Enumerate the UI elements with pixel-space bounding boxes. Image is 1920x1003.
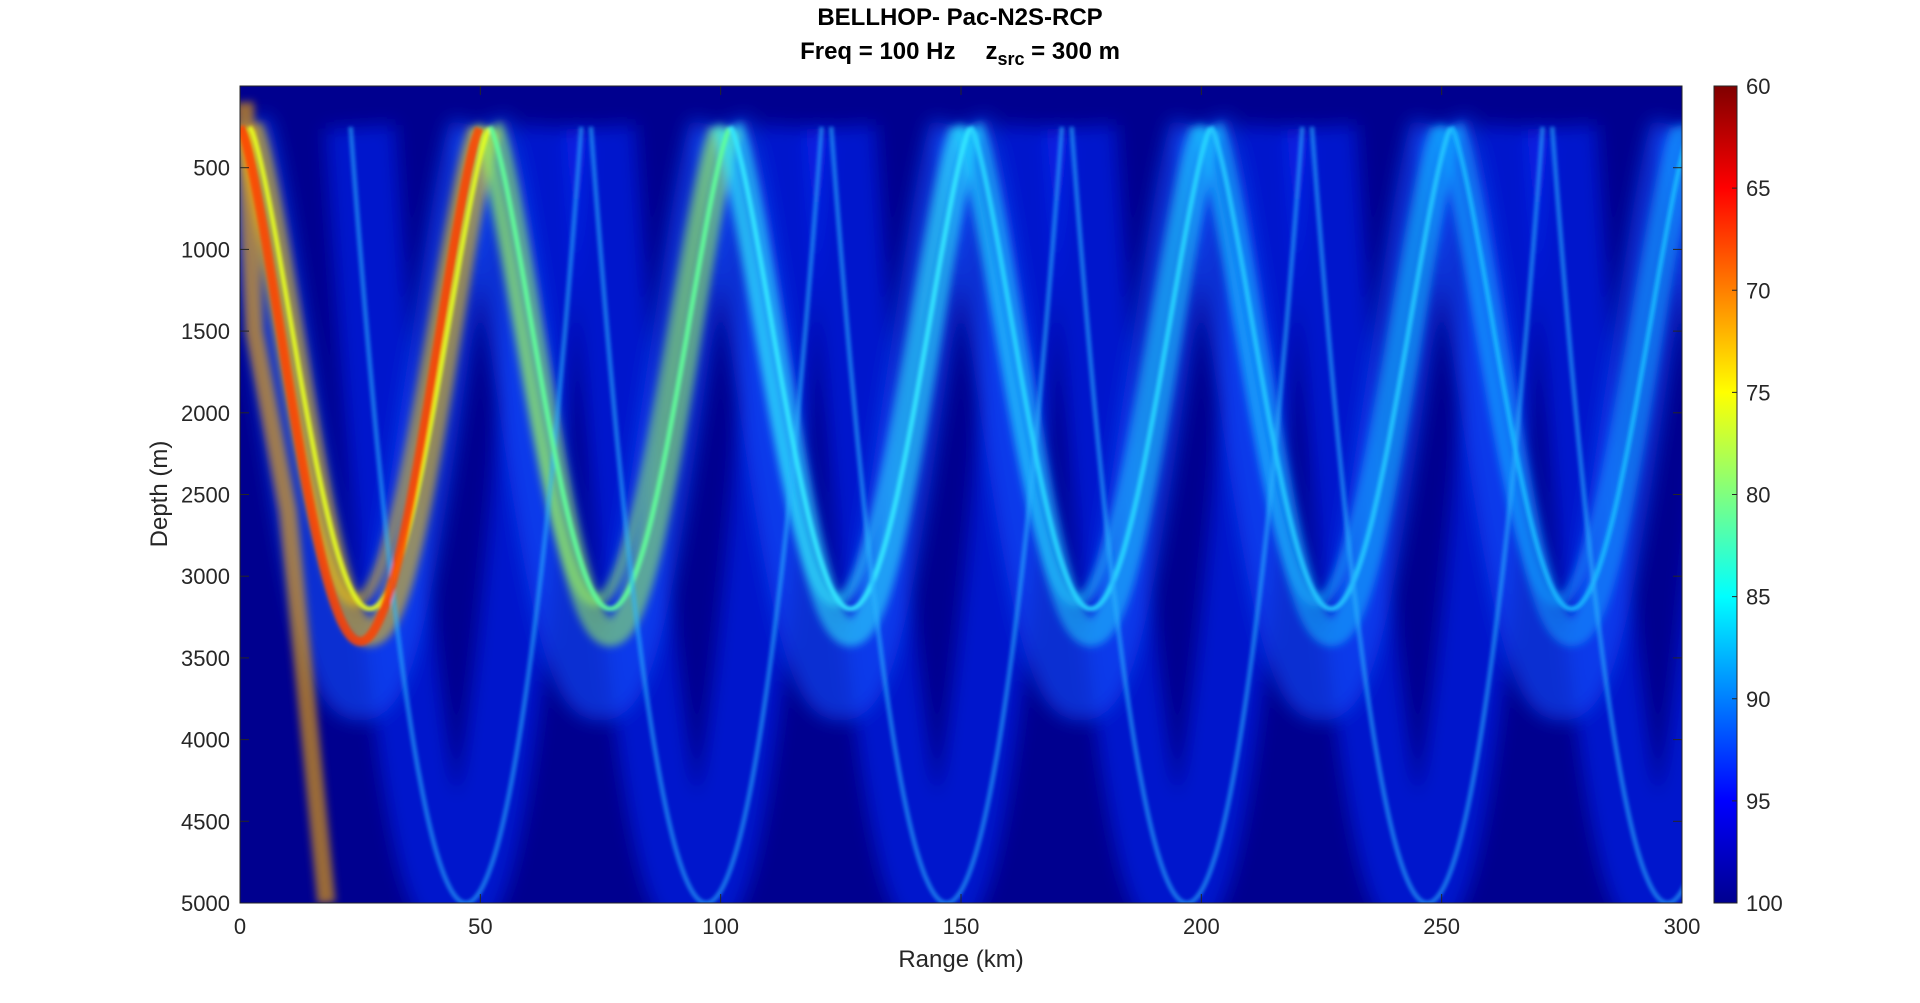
y-axis-label: Depth (m) xyxy=(146,441,173,548)
convergence-zone-caustic xyxy=(487,125,732,612)
y-tick-label: 2000 xyxy=(181,401,230,426)
convergence-zone-caustic xyxy=(1208,125,1453,612)
bottom-bounce-path xyxy=(348,126,584,903)
y-tick-label: 2500 xyxy=(181,483,230,508)
colorbar-tick-label: 85 xyxy=(1746,585,1770,610)
convergence-zone-caustic xyxy=(1449,125,1682,612)
bottom-bounce-path xyxy=(828,126,1065,903)
colorbar-tick-label: 75 xyxy=(1746,380,1770,405)
y-tick-label: 3500 xyxy=(181,646,230,671)
colorbar-tick-label: 90 xyxy=(1746,687,1770,712)
y-tick-label: 3000 xyxy=(181,564,230,589)
convergence-zone-caustic xyxy=(247,125,492,612)
x-tick-label: 150 xyxy=(943,914,980,939)
x-tick-label: 250 xyxy=(1423,914,1460,939)
haze-band xyxy=(1802,127,1920,903)
ray-field-core xyxy=(240,124,1682,903)
x-tick-label: 0 xyxy=(234,914,246,939)
x-axis-label: Range (km) xyxy=(898,946,1023,973)
colorbar-tick-label: 95 xyxy=(1746,789,1770,814)
y-tick-label: 4000 xyxy=(181,728,230,753)
x-tick-label: 100 xyxy=(702,914,739,939)
y-tick-label: 1000 xyxy=(181,237,230,262)
convergence-zone-caustic xyxy=(968,125,1213,612)
chart-subtitle: Freq = 100 Hz zsrc = 300 m xyxy=(0,38,1920,70)
convergence-zone-caustic xyxy=(728,125,973,612)
x-tick-label: 50 xyxy=(468,914,492,939)
colorbar-tick-label: 70 xyxy=(1746,278,1770,303)
near-source-caustic xyxy=(240,124,484,647)
near-source-direct-path xyxy=(240,101,336,903)
freq-label: Freq = 100 Hz xyxy=(800,38,956,65)
colorbar: 60 65 70 75 80 85 90 95 100 xyxy=(1713,74,1783,916)
bottom-bounce-path xyxy=(1069,126,1305,903)
zsrc-label: zsrc = 300 m xyxy=(985,38,1120,69)
y-tick-label: 500 xyxy=(193,156,230,181)
colorbar-ticks: 60 65 70 75 80 85 90 95 100 xyxy=(1732,74,1783,916)
y-tick-label: 4500 xyxy=(181,809,230,834)
y-tick-label: 1500 xyxy=(181,319,230,344)
colorbar-tick-label: 60 xyxy=(1746,74,1770,99)
chart-title: BELLHOP- Pac-N2S-RCP xyxy=(817,4,1103,31)
y-axis: 500 1000 1500 2000 2500 3000 3500 4000 4500 5000 xyxy=(181,156,1682,916)
bottom-bounce-path xyxy=(1309,126,1546,903)
colorbar-tick-label: 80 xyxy=(1746,483,1770,508)
bottom-bounce-path xyxy=(588,126,825,903)
x-tick-label: 300 xyxy=(1664,914,1701,939)
colorbar-tick-label: 100 xyxy=(1746,891,1783,916)
bottom-bounce-path xyxy=(1549,126,1682,903)
x-axis: 0 50 100 150 200 250 300 xyxy=(234,86,1700,939)
heatmap-area xyxy=(240,86,1920,903)
y-tick-label: 5000 xyxy=(181,891,230,916)
x-tick-label: 200 xyxy=(1183,914,1220,939)
colorbar-tick-label: 65 xyxy=(1746,176,1770,201)
